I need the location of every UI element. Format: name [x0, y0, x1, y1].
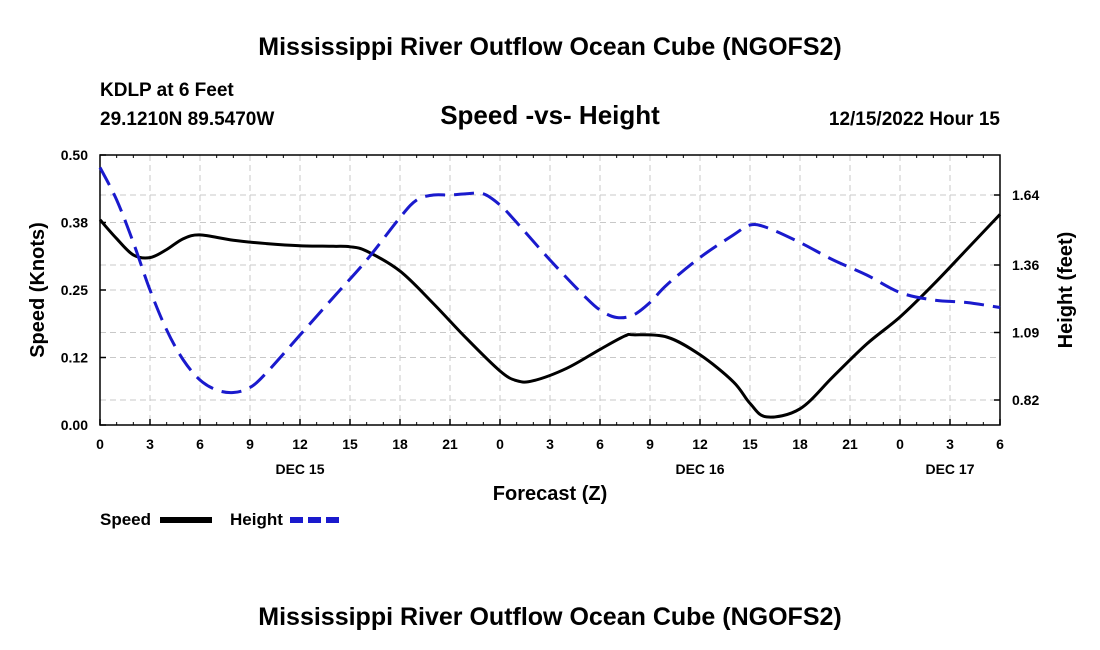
y2-tick-label: 1.64 — [1012, 187, 1039, 203]
chart-title: Mississippi River Outflow Ocean Cube (NG… — [258, 33, 841, 61]
y-tick-label: 0.38 — [61, 215, 88, 231]
x-tick-label: 9 — [646, 436, 654, 452]
y-tick-label: 0.00 — [61, 417, 88, 433]
chart-subtitle: Speed -vs- Height — [440, 100, 660, 130]
x-tick-label: 6 — [996, 436, 1004, 452]
y-tick-label: 0.50 — [61, 147, 88, 163]
x-tick-label: 3 — [546, 436, 554, 452]
x-tick-label: 6 — [596, 436, 604, 452]
x-tick-label: 0 — [96, 436, 104, 452]
y2-axis-label: Height (feet) — [1055, 232, 1077, 349]
forecast-datetime: 12/15/2022 Hour 15 — [829, 109, 1001, 130]
footer-title: Mississippi River Outflow Ocean Cube (NG… — [258, 603, 841, 631]
y2-tick-label: 1.36 — [1012, 257, 1039, 273]
x-tick-label: 15 — [342, 436, 358, 452]
x-tick-label: 18 — [392, 436, 408, 452]
y-tick-label: 0.12 — [61, 350, 88, 366]
series-line-height — [98, 166, 1001, 395]
y2-tick-label: 0.82 — [1012, 392, 1039, 408]
y-tick-label: 0.25 — [61, 282, 88, 298]
y2-tick-label: 1.09 — [1012, 325, 1039, 341]
y-axis-label: Speed (Knots) — [27, 222, 49, 358]
axis-ticks: 0 3 6 9 12 15 18 21 0 3 6 9 12 15 18 21 0 3 6 DEC 15 DEC 16 D… — [61, 147, 1040, 477]
x-tick-label: 12 — [692, 436, 708, 452]
x-tick-label: 0 — [496, 436, 504, 452]
station-label: KDLP at 6 Feet — [100, 80, 234, 101]
legend-height-label: Height — [230, 510, 283, 529]
x-tick-label: 21 — [842, 436, 858, 452]
station-coords: 29.1210N 89.5470W — [100, 109, 274, 130]
x-tick-label: 0 — [896, 436, 904, 452]
x-date-label: DEC 15 — [275, 461, 324, 477]
x-tick-label: 6 — [196, 436, 204, 452]
x-tick-label: 3 — [146, 436, 154, 452]
legend-speed-label: Speed — [100, 510, 151, 529]
x-tick-label: 3 — [946, 436, 954, 452]
x-tick-label: 21 — [442, 436, 458, 452]
x-tick-label: 18 — [792, 436, 808, 452]
x-axis-label: Forecast (Z) — [493, 483, 607, 505]
x-tick-label: 9 — [246, 436, 254, 452]
series-line-speed — [98, 213, 1002, 419]
series-layer — [98, 166, 1002, 419]
x-tick-label: 15 — [742, 436, 758, 452]
grid-lines — [100, 155, 1000, 425]
x-date-label: DEC 16 — [675, 461, 724, 477]
x-date-label: DEC 17 — [925, 461, 974, 477]
x-tick-label: 12 — [292, 436, 308, 452]
legend: Speed Height — [100, 510, 342, 529]
